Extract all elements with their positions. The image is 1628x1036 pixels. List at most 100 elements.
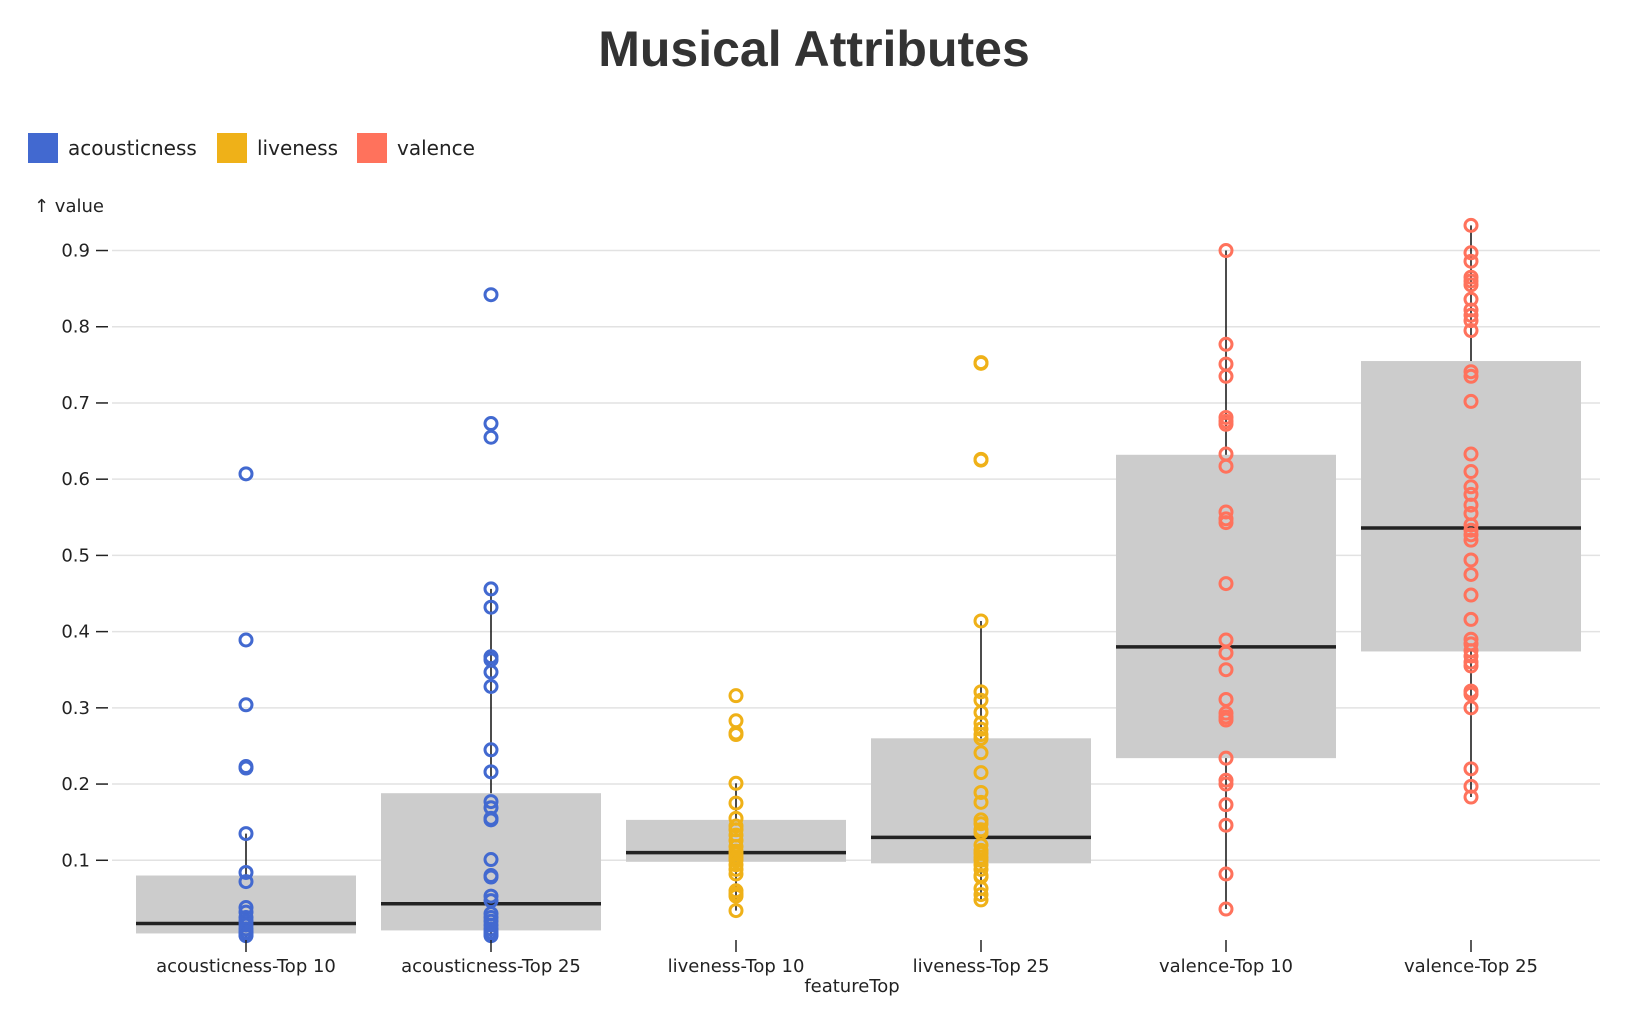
data-point	[483, 416, 499, 432]
box-plots	[136, 217, 1581, 944]
data-point	[728, 888, 744, 904]
data-point	[1218, 243, 1234, 259]
data-point	[1463, 446, 1479, 462]
data-point	[728, 861, 744, 877]
data-point	[483, 599, 499, 615]
y-tick-label: 0.9	[61, 241, 90, 262]
data-point	[483, 664, 499, 680]
data-point	[728, 852, 744, 868]
data-point	[973, 730, 989, 746]
data-point	[1463, 587, 1479, 603]
data-point	[1218, 712, 1234, 728]
data-point	[1463, 364, 1479, 380]
data-point	[1463, 648, 1479, 664]
data-point	[238, 697, 254, 713]
x-tick-label: valence-Top 10	[1159, 956, 1293, 977]
data-point	[1463, 307, 1479, 323]
y-axis-label: ↑ value	[34, 196, 104, 217]
data-point	[483, 678, 499, 694]
legend: acousticness liveness valence	[28, 133, 475, 163]
box-valence-top-10	[1116, 243, 1336, 917]
data-point	[728, 727, 744, 743]
legend-swatch-valence	[357, 133, 387, 163]
data-point	[1463, 527, 1479, 543]
data-point	[483, 812, 499, 828]
data-point	[1463, 464, 1479, 480]
data-point	[728, 775, 744, 791]
data-point	[728, 903, 744, 919]
data-point	[238, 864, 254, 880]
y-tick-label: 0.4	[61, 622, 90, 643]
y-tick-label: 0.1	[61, 850, 90, 871]
data-point	[1218, 901, 1234, 917]
data-point	[1463, 761, 1479, 777]
data-point	[1218, 797, 1234, 813]
data-point	[1463, 658, 1479, 674]
legend-swatch-liveness	[217, 133, 247, 163]
data-point	[1463, 368, 1479, 384]
data-point	[728, 795, 744, 811]
gridlines	[112, 249, 1600, 862]
data-point	[1218, 662, 1234, 678]
data-point	[1218, 336, 1234, 352]
box-liveness-top-10	[626, 688, 846, 919]
data-point	[973, 613, 989, 629]
data-point	[238, 900, 254, 916]
data-point	[238, 466, 254, 482]
legend-label-acousticness: acousticness	[68, 136, 197, 160]
box-acousticness-top-25	[381, 287, 601, 944]
data-point	[973, 794, 989, 810]
data-point	[1218, 416, 1234, 432]
data-point	[1463, 532, 1479, 548]
data-point	[973, 892, 989, 908]
data-point	[973, 765, 989, 781]
data-point	[728, 688, 744, 704]
data-point	[1218, 866, 1234, 882]
data-point	[973, 852, 989, 868]
data-point	[973, 355, 989, 371]
y-tick-label: 0.5	[61, 545, 90, 566]
data-point	[1218, 458, 1234, 474]
data-point	[1463, 277, 1479, 293]
data-point	[728, 857, 744, 873]
data-point	[1463, 313, 1479, 329]
data-point	[973, 721, 989, 737]
data-point	[973, 887, 989, 903]
data-point	[1463, 700, 1479, 716]
data-point	[483, 429, 499, 445]
data-point	[238, 760, 254, 776]
data-point	[1463, 217, 1479, 233]
data-point	[1463, 789, 1479, 805]
data-point	[1218, 817, 1234, 833]
data-point	[1463, 323, 1479, 339]
data-point	[483, 742, 499, 758]
x-tick-label: liveness-Top 25	[913, 956, 1050, 977]
data-point	[483, 869, 499, 885]
data-point	[238, 826, 254, 842]
y-tick-label: 0.6	[61, 469, 90, 490]
y-tick-label: 0.7	[61, 393, 90, 414]
data-point	[973, 684, 989, 700]
data-point	[973, 784, 989, 800]
y-axis: 0.1 0.2 0.3 0.4 0.5 0.6 0.7 0.8 0.9	[61, 241, 108, 871]
x-axis-label: featureTop	[804, 976, 899, 997]
data-point	[1463, 522, 1479, 538]
y-tick-label: 0.8	[61, 317, 90, 338]
data-point	[483, 581, 499, 597]
box-acousticness-top-10	[136, 466, 356, 944]
data-point	[973, 816, 989, 832]
data-point	[1463, 245, 1479, 261]
chart-title: Musical Attributes	[598, 21, 1030, 77]
data-point	[1218, 576, 1234, 592]
x-tick-label: valence-Top 25	[1404, 956, 1538, 977]
data-point	[1463, 497, 1479, 513]
data-point	[238, 874, 254, 890]
data-point	[728, 866, 744, 882]
data-point	[483, 852, 499, 868]
data-point	[1218, 515, 1234, 531]
data-point	[973, 452, 989, 468]
data-point	[1218, 776, 1234, 792]
data-point	[1218, 368, 1234, 384]
data-point	[728, 713, 744, 729]
